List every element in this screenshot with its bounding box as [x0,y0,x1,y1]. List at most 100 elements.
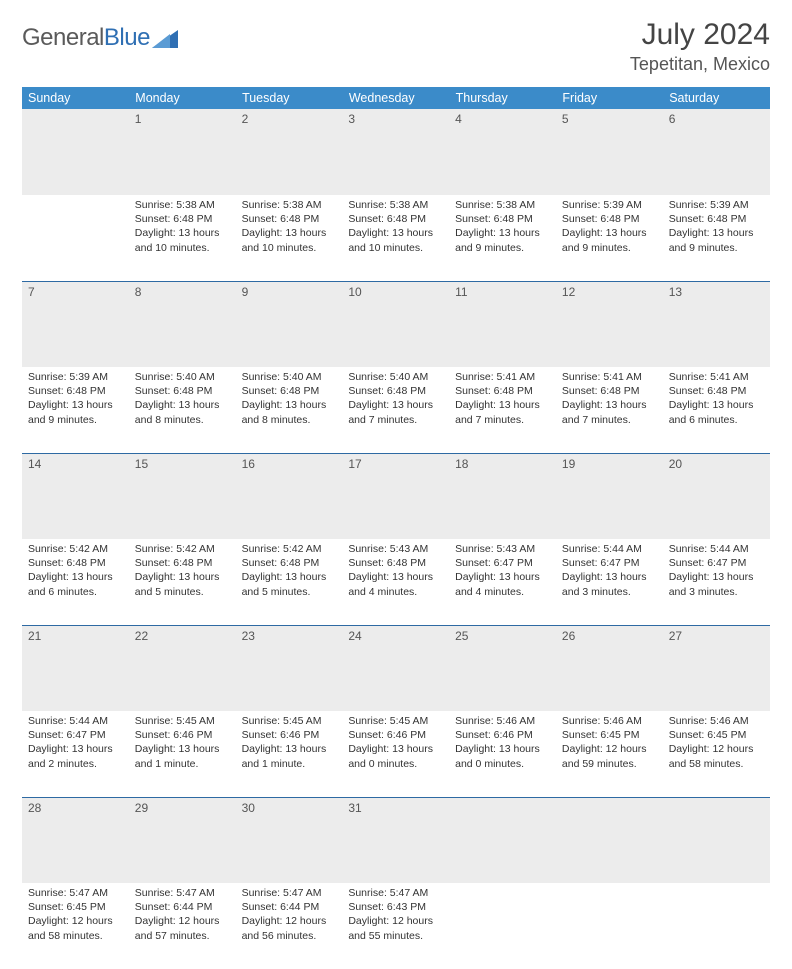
day-body: Sunrise: 5:38 AMSunset: 6:48 PMDaylight:… [449,195,556,261]
daynum-cell: 27 [663,625,770,711]
daylight-line: Daylight: 13 hours and 3 minutes. [669,570,766,598]
sunrise-line: Sunrise: 5:42 AM [242,542,339,556]
daynum-cell: 9 [236,281,343,367]
sunrise-line: Sunrise: 5:45 AM [348,714,445,728]
weekday-header: Sunday [22,87,129,109]
day-body: Sunrise: 5:38 AMSunset: 6:48 PMDaylight:… [129,195,236,261]
daylight-line: Daylight: 13 hours and 8 minutes. [242,398,339,426]
day-cell: Sunrise: 5:43 AMSunset: 6:47 PMDaylight:… [449,539,556,625]
day-body: Sunrise: 5:47 AMSunset: 6:44 PMDaylight:… [236,883,343,949]
daylight-line: Daylight: 13 hours and 3 minutes. [562,570,659,598]
day-number: 13 [663,282,770,302]
weekday-header: Wednesday [342,87,449,109]
day-cell: Sunrise: 5:47 AMSunset: 6:43 PMDaylight:… [342,883,449,969]
day-number: 12 [556,282,663,302]
sunset-line: Sunset: 6:47 PM [28,728,125,742]
day-cell: Sunrise: 5:40 AMSunset: 6:48 PMDaylight:… [129,367,236,453]
daynum-cell: 17 [342,453,449,539]
logo-word-b: Blue [104,24,150,51]
day-number: 22 [129,626,236,646]
day-cell: Sunrise: 5:42 AMSunset: 6:48 PMDaylight:… [129,539,236,625]
weekday-header-row: SundayMondayTuesdayWednesdayThursdayFrid… [22,87,770,109]
sunrise-line: Sunrise: 5:40 AM [135,370,232,384]
day-number: 10 [342,282,449,302]
daynum-cell: 8 [129,281,236,367]
day-cell: Sunrise: 5:44 AMSunset: 6:47 PMDaylight:… [663,539,770,625]
daynum-row: 28293031 [22,797,770,883]
sunset-line: Sunset: 6:48 PM [348,556,445,570]
sunrise-line: Sunrise: 5:40 AM [242,370,339,384]
daynum-cell: 26 [556,625,663,711]
daylight-line: Daylight: 13 hours and 5 minutes. [242,570,339,598]
day-number [556,798,663,804]
day-cell: Sunrise: 5:45 AMSunset: 6:46 PMDaylight:… [342,711,449,797]
sunset-line: Sunset: 6:48 PM [455,212,552,226]
sunrise-line: Sunrise: 5:41 AM [455,370,552,384]
day-body: Sunrise: 5:47 AMSunset: 6:44 PMDaylight:… [129,883,236,949]
daynum-cell [663,797,770,883]
sunset-line: Sunset: 6:45 PM [669,728,766,742]
sunset-line: Sunset: 6:48 PM [669,212,766,226]
day-cell: Sunrise: 5:38 AMSunset: 6:48 PMDaylight:… [236,195,343,281]
day-cell: Sunrise: 5:39 AMSunset: 6:48 PMDaylight:… [556,195,663,281]
day-body: Sunrise: 5:38 AMSunset: 6:48 PMDaylight:… [236,195,343,261]
sunrise-line: Sunrise: 5:46 AM [669,714,766,728]
daylight-line: Daylight: 12 hours and 58 minutes. [28,914,125,942]
week-row: Sunrise: 5:47 AMSunset: 6:45 PMDaylight:… [22,883,770,969]
daylight-line: Daylight: 13 hours and 7 minutes. [348,398,445,426]
day-body: Sunrise: 5:46 AMSunset: 6:46 PMDaylight:… [449,711,556,777]
sunrise-line: Sunrise: 5:47 AM [28,886,125,900]
sunset-line: Sunset: 6:44 PM [242,900,339,914]
sunset-line: Sunset: 6:48 PM [135,556,232,570]
day-cell: Sunrise: 5:46 AMSunset: 6:45 PMDaylight:… [663,711,770,797]
day-cell: Sunrise: 5:44 AMSunset: 6:47 PMDaylight:… [22,711,129,797]
day-number: 21 [22,626,129,646]
month-title: July 2024 [630,18,770,52]
daylight-line: Daylight: 13 hours and 2 minutes. [28,742,125,770]
day-cell: Sunrise: 5:44 AMSunset: 6:47 PMDaylight:… [556,539,663,625]
sunrise-line: Sunrise: 5:39 AM [28,370,125,384]
day-number: 20 [663,454,770,474]
day-body: Sunrise: 5:40 AMSunset: 6:48 PMDaylight:… [342,367,449,433]
sunrise-line: Sunrise: 5:40 AM [348,370,445,384]
day-body: Sunrise: 5:47 AMSunset: 6:43 PMDaylight:… [342,883,449,949]
daylight-line: Daylight: 13 hours and 9 minutes. [455,226,552,254]
sunset-line: Sunset: 6:46 PM [135,728,232,742]
day-body: Sunrise: 5:45 AMSunset: 6:46 PMDaylight:… [129,711,236,777]
sunrise-line: Sunrise: 5:41 AM [669,370,766,384]
day-cell: Sunrise: 5:38 AMSunset: 6:48 PMDaylight:… [342,195,449,281]
daynum-cell [22,109,129,195]
logo: GeneralBlue [22,18,178,52]
weekday-header: Friday [556,87,663,109]
daynum-cell: 22 [129,625,236,711]
daylight-line: Daylight: 13 hours and 0 minutes. [455,742,552,770]
sunset-line: Sunset: 6:48 PM [135,212,232,226]
sunset-line: Sunset: 6:46 PM [348,728,445,742]
day-body: Sunrise: 5:47 AMSunset: 6:45 PMDaylight:… [22,883,129,949]
header: GeneralBlue July 2024 Tepetitan, Mexico [22,18,770,75]
daylight-line: Daylight: 13 hours and 10 minutes. [348,226,445,254]
day-body: Sunrise: 5:40 AMSunset: 6:48 PMDaylight:… [129,367,236,433]
daynum-cell [556,797,663,883]
daylight-line: Daylight: 13 hours and 0 minutes. [348,742,445,770]
sunrise-line: Sunrise: 5:42 AM [28,542,125,556]
sunset-line: Sunset: 6:48 PM [28,384,125,398]
sunset-line: Sunset: 6:47 PM [562,556,659,570]
sunrise-line: Sunrise: 5:41 AM [562,370,659,384]
day-body: Sunrise: 5:43 AMSunset: 6:47 PMDaylight:… [449,539,556,605]
day-body: Sunrise: 5:44 AMSunset: 6:47 PMDaylight:… [22,711,129,777]
daynum-cell: 25 [449,625,556,711]
location: Tepetitan, Mexico [630,54,770,75]
day-cell: Sunrise: 5:41 AMSunset: 6:48 PMDaylight:… [449,367,556,453]
day-cell: Sunrise: 5:46 AMSunset: 6:46 PMDaylight:… [449,711,556,797]
daynum-cell: 28 [22,797,129,883]
sunrise-line: Sunrise: 5:43 AM [455,542,552,556]
daynum-row: 21222324252627 [22,625,770,711]
daylight-line: Daylight: 13 hours and 5 minutes. [135,570,232,598]
day-cell: Sunrise: 5:45 AMSunset: 6:46 PMDaylight:… [236,711,343,797]
day-number: 9 [236,282,343,302]
daynum-cell [449,797,556,883]
sunset-line: Sunset: 6:47 PM [669,556,766,570]
day-body: Sunrise: 5:40 AMSunset: 6:48 PMDaylight:… [236,367,343,433]
daynum-cell: 6 [663,109,770,195]
